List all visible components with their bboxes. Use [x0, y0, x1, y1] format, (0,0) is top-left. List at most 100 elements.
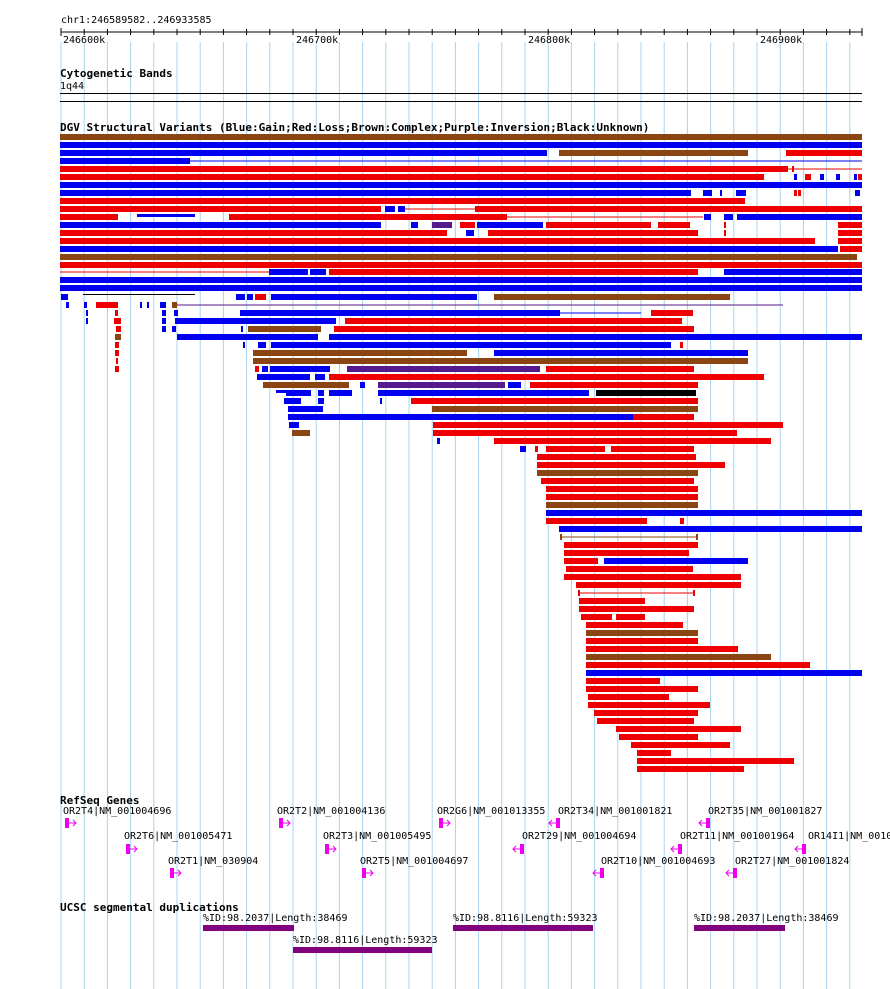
gene-glyph[interactable]	[725, 868, 737, 878]
variant-bar[interactable]	[60, 198, 745, 204]
variant-bar[interactable]	[329, 374, 764, 380]
segdup-bar[interactable]	[203, 925, 294, 931]
variant-bar[interactable]	[854, 174, 857, 180]
variant-bar[interactable]	[477, 222, 543, 228]
variant-bar[interactable]	[286, 390, 311, 396]
variant-bar[interactable]	[696, 534, 698, 540]
variant-bar[interactable]	[794, 174, 797, 180]
variant-bar[interactable]	[616, 726, 741, 732]
variant-bar[interactable]	[586, 670, 862, 676]
variant-bar[interactable]	[248, 326, 321, 332]
variant-bar[interactable]	[537, 454, 696, 460]
variant-bar[interactable]	[651, 310, 693, 316]
variant-bar[interactable]	[798, 190, 801, 196]
variant-bar[interactable]	[619, 734, 698, 740]
variant-bar[interactable]	[576, 582, 741, 588]
variant-bar[interactable]	[310, 269, 326, 275]
variant-bar[interactable]	[347, 366, 540, 372]
variant-bar[interactable]	[60, 277, 862, 283]
variant-bar[interactable]	[114, 318, 121, 324]
variant-bar[interactable]	[720, 190, 722, 196]
variant-bar[interactable]	[786, 150, 862, 156]
variant-bar[interactable]	[162, 318, 166, 324]
variant-bar[interactable]	[60, 230, 447, 236]
variant-bar[interactable]	[411, 398, 432, 404]
variant-bar[interactable]	[611, 446, 694, 452]
gene-glyph[interactable]	[126, 844, 138, 854]
variant-bar[interactable]	[586, 662, 810, 668]
variant-bar[interactable]	[240, 310, 560, 316]
variant-bar[interactable]	[60, 142, 862, 148]
variant-bar[interactable]	[586, 638, 698, 644]
variant-bar[interactable]	[329, 269, 698, 275]
variant-bar[interactable]	[578, 590, 580, 596]
variant-bar[interactable]	[537, 462, 725, 468]
variant-bar[interactable]	[530, 382, 698, 388]
variant-bar[interactable]	[475, 206, 862, 212]
variant-bar[interactable]	[385, 206, 395, 212]
variant-bar[interactable]	[546, 502, 698, 508]
variant-bar[interactable]	[116, 326, 121, 332]
gene-glyph[interactable]	[170, 868, 182, 878]
variant-bar[interactable]	[269, 269, 308, 275]
variant-bar[interactable]	[116, 358, 118, 364]
variant-bar[interactable]	[137, 214, 195, 217]
variant-bar[interactable]	[243, 342, 245, 348]
segdup-bar[interactable]	[694, 925, 785, 931]
variant-bar[interactable]	[60, 190, 691, 196]
variant-bar[interactable]	[83, 294, 195, 295]
variant-bar[interactable]	[172, 302, 177, 308]
variant-bar[interactable]	[60, 166, 788, 172]
variant-bar[interactable]	[546, 486, 698, 492]
variant-bar[interactable]	[541, 478, 694, 484]
variant-bar[interactable]	[115, 310, 118, 316]
variant-bar[interactable]	[318, 390, 324, 396]
variant-bar[interactable]	[378, 390, 589, 396]
variant-bar[interactable]	[724, 222, 726, 228]
variant-bar[interactable]	[488, 230, 491, 236]
variant-bar[interactable]	[633, 414, 694, 420]
variant-bar[interactable]	[360, 382, 365, 388]
variant-bar[interactable]	[680, 518, 684, 524]
variant-bar[interactable]	[586, 678, 660, 684]
variant-bar[interactable]	[432, 398, 698, 404]
variant-bar[interactable]	[318, 398, 324, 404]
variant-bar[interactable]	[838, 238, 862, 244]
gene-glyph[interactable]	[794, 844, 806, 854]
variant-bar[interactable]	[855, 190, 860, 196]
variant-bar[interactable]	[604, 558, 748, 564]
variant-bar[interactable]	[581, 614, 612, 620]
variant-bar[interactable]	[160, 302, 166, 308]
variant-bar[interactable]	[566, 566, 693, 572]
variant-bar[interactable]	[564, 542, 698, 548]
variant-bar[interactable]	[594, 710, 698, 716]
variant-bar[interactable]	[115, 366, 119, 372]
variant-bar[interactable]	[693, 590, 695, 596]
variant-bar[interactable]	[334, 326, 444, 332]
variant-bar[interactable]	[271, 294, 477, 300]
cytoband-bar[interactable]	[60, 93, 862, 102]
variant-bar[interactable]	[247, 294, 253, 300]
variant-bar[interactable]	[60, 150, 547, 156]
variant-bar[interactable]	[579, 606, 694, 612]
variant-bar[interactable]	[276, 390, 286, 393]
variant-bar[interactable]	[546, 446, 605, 452]
variant-bar[interactable]	[637, 750, 671, 756]
variant-bar[interactable]	[737, 214, 862, 220]
variant-bar[interactable]	[411, 222, 418, 228]
variant-bar[interactable]	[378, 382, 505, 388]
variant-bar[interactable]	[586, 686, 698, 692]
variant-bar[interactable]	[564, 558, 598, 564]
gene-glyph[interactable]	[512, 844, 524, 854]
gene-glyph[interactable]	[279, 818, 291, 828]
variant-bar[interactable]	[229, 214, 507, 220]
variant-bar[interactable]	[597, 718, 694, 724]
variant-bar[interactable]	[637, 766, 744, 772]
variant-bar[interactable]	[724, 214, 733, 220]
variant-bar[interactable]	[838, 230, 862, 236]
variant-bar[interactable]	[253, 350, 467, 356]
position-ruler[interactable]	[0, 0, 890, 50]
variant-bar[interactable]	[466, 230, 474, 236]
variant-bar[interactable]	[736, 190, 746, 196]
